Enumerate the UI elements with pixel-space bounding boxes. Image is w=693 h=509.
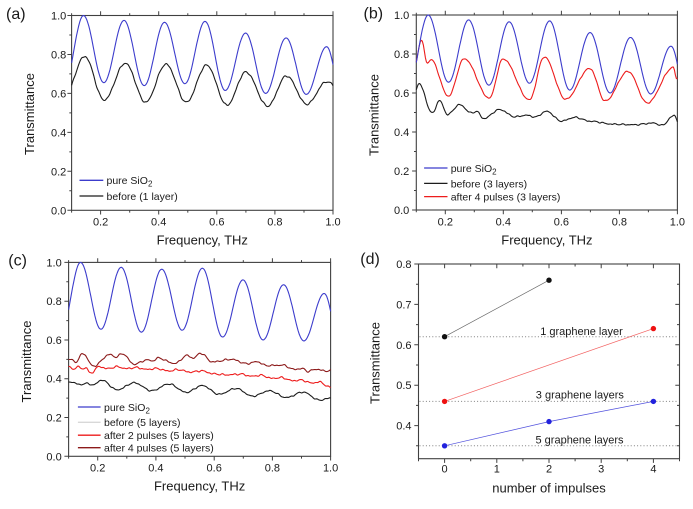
svg-text:5 graphene layers: 5 graphene layers (536, 435, 625, 447)
svg-text:0.4: 0.4 (51, 127, 66, 139)
svg-text:0.0: 0.0 (46, 451, 61, 463)
svg-text:1.0: 1.0 (51, 11, 66, 23)
svg-text:2: 2 (546, 464, 552, 476)
svg-text:0.0: 0.0 (51, 205, 66, 217)
svg-text:0.4: 0.4 (394, 127, 409, 139)
svg-text:0.2: 0.2 (394, 166, 409, 178)
svg-text:pure SiO2: pure SiO2 (451, 163, 497, 177)
svg-text:Transmittance: Transmittance (367, 74, 382, 156)
svg-text:1.0: 1.0 (325, 217, 340, 229)
svg-text:0.4: 0.4 (396, 421, 411, 433)
svg-text:0: 0 (442, 464, 448, 476)
svg-text:0.8: 0.8 (46, 296, 61, 308)
svg-text:Transmittance: Transmittance (22, 73, 37, 155)
svg-text:after 4 pulses (3 layers): after 4 pulses (3 layers) (451, 192, 561, 204)
svg-text:pure SiO2: pure SiO2 (104, 402, 150, 416)
svg-text:(b): (b) (364, 5, 384, 22)
svg-text:1.0: 1.0 (323, 463, 338, 475)
svg-text:0.8: 0.8 (396, 259, 411, 271)
svg-text:Transmittance: Transmittance (368, 322, 383, 404)
svg-text:0.2: 0.2 (46, 413, 61, 425)
svg-text:(c): (c) (8, 252, 27, 269)
svg-text:0.0: 0.0 (394, 205, 409, 217)
svg-text:Frequency, THz: Frequency, THz (501, 232, 592, 247)
svg-text:Frequency, THz: Frequency, THz (157, 233, 248, 248)
svg-text:0.4: 0.4 (151, 217, 166, 229)
svg-text:0.4: 0.4 (148, 463, 163, 475)
svg-text:3 graphene layers: 3 graphene layers (536, 390, 625, 402)
svg-text:number of impulses: number of impulses (492, 481, 606, 496)
svg-text:(a): (a) (6, 6, 26, 23)
svg-text:Frequency, THz: Frequency, THz (154, 479, 245, 494)
svg-text:1.0: 1.0 (670, 216, 685, 228)
svg-text:0.6: 0.6 (51, 88, 66, 100)
svg-text:0.8: 0.8 (612, 216, 627, 228)
svg-text:0.6: 0.6 (394, 88, 409, 100)
svg-text:0.5: 0.5 (396, 380, 411, 392)
svg-text:1: 1 (494, 464, 500, 476)
svg-text:before (1 layer): before (1 layer) (107, 191, 178, 203)
svg-text:0.8: 0.8 (394, 49, 409, 61)
svg-text:0.8: 0.8 (51, 50, 66, 62)
svg-text:0.6: 0.6 (207, 463, 222, 475)
svg-text:0.6: 0.6 (46, 335, 61, 347)
svg-text:0.4: 0.4 (496, 216, 511, 228)
svg-text:pure SiO2: pure SiO2 (107, 175, 153, 189)
svg-text:Transmittance: Transmittance (19, 321, 34, 403)
svg-text:0.8: 0.8 (265, 463, 280, 475)
svg-text:after 4 pulses (5 layers): after 4 pulses (5 layers) (104, 443, 214, 455)
svg-text:before (5 layers): before (5 layers) (104, 417, 180, 429)
svg-text:1 graphene layer: 1 graphene layer (540, 326, 623, 338)
svg-text:after 2 pulses (5 layers): after 2 pulses (5 layers) (104, 430, 214, 442)
svg-text:1.0: 1.0 (46, 257, 61, 269)
svg-text:0.6: 0.6 (554, 216, 569, 228)
svg-text:0.7: 0.7 (396, 299, 411, 311)
svg-text:1.0: 1.0 (394, 10, 409, 22)
svg-text:0.6: 0.6 (209, 217, 224, 229)
svg-text:4: 4 (650, 464, 656, 476)
svg-text:0.2: 0.2 (93, 217, 108, 229)
svg-text:before (3 layers): before (3 layers) (451, 178, 527, 190)
svg-text:(d): (d) (360, 251, 380, 268)
svg-text:0.6: 0.6 (396, 340, 411, 352)
svg-text:0.8: 0.8 (267, 217, 282, 229)
svg-text:0.2: 0.2 (438, 216, 453, 228)
svg-text:0.2: 0.2 (90, 463, 105, 475)
svg-text:0.4: 0.4 (46, 374, 61, 386)
svg-text:3: 3 (598, 464, 604, 476)
svg-text:0.2: 0.2 (51, 166, 66, 178)
